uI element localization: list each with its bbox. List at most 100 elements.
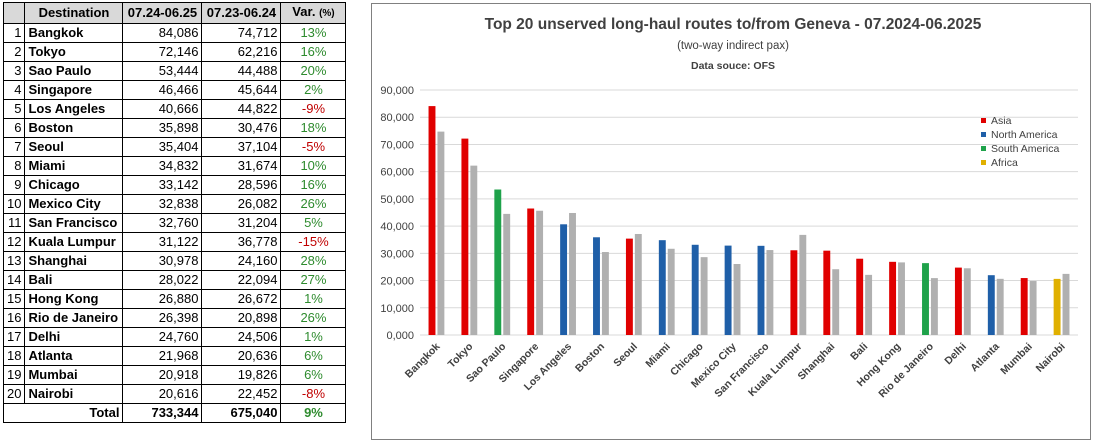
bar-previous — [1029, 281, 1037, 335]
bar-previous — [766, 250, 774, 335]
row-rank: 14 — [2, 270, 26, 290]
row-destination: Chicago — [24, 175, 124, 195]
bar-current — [428, 106, 436, 336]
row-current: 32,760 — [122, 213, 203, 233]
bar-previous — [601, 252, 609, 335]
y-tick-label: 90,000 — [380, 85, 414, 97]
row-rank: 19 — [2, 365, 26, 385]
y-tick-label: 50,000 — [380, 194, 414, 206]
y-tick-label: 70,000 — [380, 139, 414, 151]
y-tick-label: 20,000 — [380, 276, 414, 288]
table-row: 5 Los Angeles 40,666 44,822 -9% — [2, 99, 347, 119]
row-variation: 5% — [280, 213, 347, 233]
header-rank — [2, 2, 26, 24]
route-table: Destination 07.24-06.25 07.23-06.24 Var.… — [2, 2, 347, 423]
row-current: 53,444 — [122, 61, 203, 81]
row-variation: 18% — [280, 118, 347, 138]
row-variation: 16% — [280, 175, 347, 195]
row-destination: Nairobi — [24, 384, 124, 404]
row-destination: Sao Paulo — [24, 61, 124, 81]
row-rank: 7 — [2, 137, 26, 157]
bar-current — [889, 261, 897, 335]
x-tick-label: Bangkok — [403, 341, 443, 381]
row-rank: 11 — [2, 213, 26, 233]
bar-current — [625, 238, 633, 335]
row-rank: 8 — [2, 156, 26, 176]
x-tick-label: Delhi — [942, 341, 969, 368]
legend-label: Asia — [991, 115, 1012, 127]
row-previous: 22,452 — [201, 384, 282, 404]
legend-label: Africa — [991, 157, 1018, 169]
row-previous: 28,596 — [201, 175, 282, 195]
bar-previous — [963, 268, 971, 335]
y-tick-label: 0,000 — [386, 330, 414, 342]
row-current: 20,616 — [122, 384, 203, 404]
bar-previous — [503, 213, 511, 335]
bar-current — [724, 245, 732, 335]
table-row: 10 Mexico City 32,838 26,082 26% — [2, 194, 347, 214]
row-previous: 31,204 — [201, 213, 282, 233]
row-current: 84,086 — [122, 23, 203, 43]
row-rank: 3 — [2, 61, 26, 81]
chart-subtitle: (two-way indirect pax) — [677, 40, 789, 52]
table-row: 8 Miami 34,832 31,674 10% — [2, 156, 347, 176]
row-rank: 16 — [2, 308, 26, 328]
bar-chart: Top 20 unserved long-haul routes to/from… — [380, 16, 1078, 400]
bar-current — [954, 267, 962, 335]
x-tick-label: Mumbai — [998, 341, 1035, 378]
bar-current — [987, 275, 995, 335]
row-destination: Mumbai — [24, 365, 124, 385]
row-previous: 62,216 — [201, 42, 282, 62]
bar-previous — [536, 210, 544, 335]
row-current: 72,146 — [122, 42, 203, 62]
row-rank: 1 — [2, 23, 26, 43]
row-current: 35,404 — [122, 137, 203, 157]
bar-current — [527, 208, 535, 335]
row-current: 24,760 — [122, 327, 203, 347]
row-current: 46,466 — [122, 80, 203, 100]
table-row: 13 Shanghai 30,978 24,160 28% — [2, 251, 347, 271]
y-tick-label: 30,000 — [380, 248, 414, 260]
bar-previous — [898, 262, 905, 335]
row-variation: -8% — [280, 384, 347, 404]
table-row: 16 Rio de Janeiro 26,398 20,898 26% — [2, 308, 347, 328]
row-previous: 37,104 — [201, 137, 282, 157]
row-previous: 20,636 — [201, 346, 282, 366]
row-previous: 44,822 — [201, 99, 282, 119]
bar-previous — [667, 248, 675, 335]
row-current: 20,918 — [122, 365, 203, 385]
bar-current — [1020, 278, 1028, 335]
bar-previous — [865, 274, 873, 335]
table-row: 4 Singapore 46,466 45,644 2% — [2, 80, 347, 100]
header-variation: Var. (%) — [280, 2, 347, 24]
table-row: 17 Delhi 24,760 24,506 1% — [2, 327, 347, 347]
total-variation: 9% — [280, 403, 347, 423]
row-current: 26,880 — [122, 289, 203, 309]
row-current: 26,398 — [122, 308, 203, 328]
row-previous: 26,672 — [201, 289, 282, 309]
row-rank: 2 — [2, 42, 26, 62]
row-destination: Seoul — [24, 137, 124, 157]
table-row: 2 Tokyo 72,146 62,216 16% — [2, 42, 347, 62]
bar-previous — [733, 263, 741, 335]
row-variation: 28% — [280, 251, 347, 271]
row-previous: 26,082 — [201, 194, 282, 214]
row-destination: Atlanta — [24, 346, 124, 366]
bar-current — [461, 138, 469, 335]
x-tick-label: Boston — [573, 341, 607, 375]
row-destination: Los Angeles — [24, 99, 124, 119]
bar-previous — [832, 269, 840, 335]
row-previous: 36,778 — [201, 232, 282, 252]
row-destination: San Francisco — [24, 213, 124, 233]
chart-note: Data souce: OFS — [691, 60, 775, 72]
row-variation: 10% — [280, 156, 347, 176]
table-header-row: Destination 07.24-06.25 07.23-06.24 Var.… — [2, 2, 347, 24]
row-destination: Miami — [24, 156, 124, 176]
row-previous: 74,712 — [201, 23, 282, 43]
row-variation: 6% — [280, 346, 347, 366]
row-variation: 13% — [280, 23, 347, 43]
header-current: 07.24-06.25 — [122, 2, 203, 24]
x-tick-label: Seoul — [611, 341, 640, 370]
row-current: 40,666 — [122, 99, 203, 119]
row-current: 31,122 — [122, 232, 203, 252]
